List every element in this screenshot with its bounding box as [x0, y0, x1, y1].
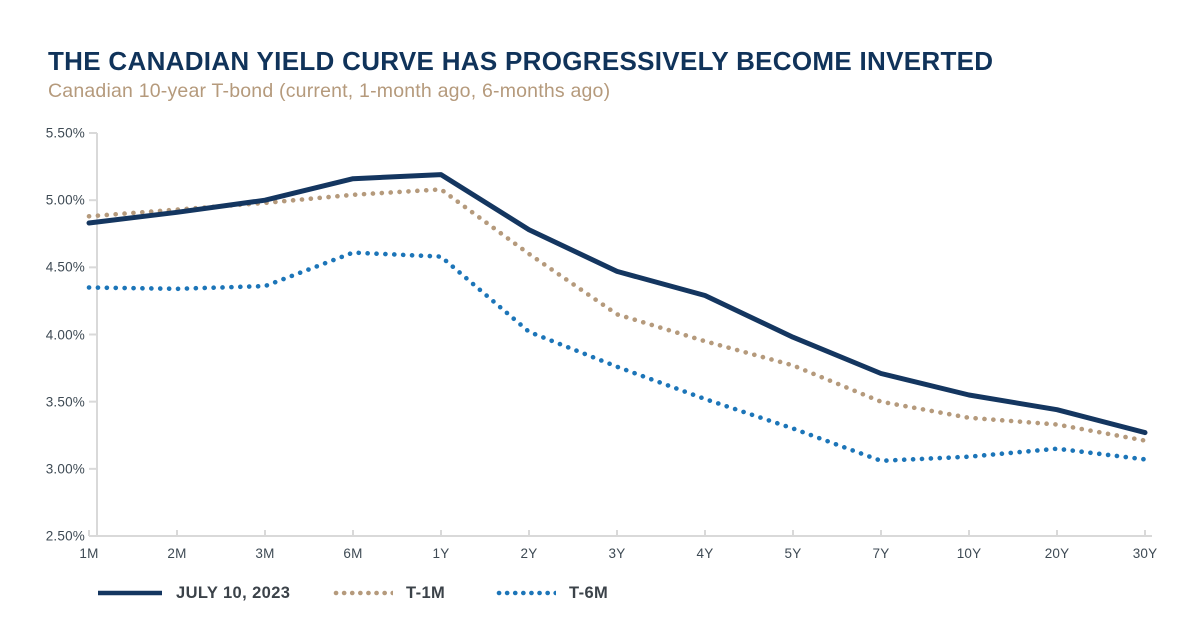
x-tick-label: 3Y [608, 546, 626, 561]
x-tick-label: 1Y [432, 546, 450, 561]
chart-title: THE CANADIAN YIELD CURVE HAS PROGRESSIVE… [48, 46, 994, 76]
legend-dotted-tan-swatch [333, 590, 393, 596]
legend-solid-line-swatch [98, 590, 162, 596]
legend-item-t1m: T-1M [333, 583, 445, 603]
legend-label-t1m: T-1M [406, 583, 446, 602]
chart-subtitle: Canadian 10-year T-bond (current, 1-mont… [48, 80, 611, 102]
x-tick-label: 4Y [696, 546, 714, 561]
x-tick-label: 7Y [872, 546, 890, 561]
y-tick-label: 3.50% [45, 394, 85, 410]
legend-item-t6m: T-6M [496, 583, 608, 603]
series-line-t-6m [86, 250, 1148, 464]
y-tick-label: 3.00% [45, 461, 85, 477]
y-tick-label: 4.50% [45, 259, 85, 275]
x-tick-label: 2Y [520, 546, 538, 561]
x-tick-label: 5Y [784, 546, 802, 561]
y-tick-label: 5.50% [45, 125, 85, 141]
x-tick-label: 20Y [1044, 546, 1070, 561]
x-tick-label: 3M [255, 546, 275, 561]
legend-label-t6m: T-6M [569, 583, 609, 602]
x-tick-label: 30Y [1132, 546, 1158, 561]
x-tick-label: 2M [167, 546, 187, 561]
legend-label-current: JULY 10, 2023 [176, 583, 291, 602]
legend-item-current: JULY 10, 2023 [97, 583, 290, 603]
x-tick-label: 6M [343, 546, 363, 561]
y-tick-label: 4.00% [45, 327, 85, 342]
x-tick-label: 1M [79, 546, 99, 561]
series-line-t-1m [86, 187, 1148, 443]
legend-dotted-blue-swatch [496, 590, 556, 596]
y-tick-label: 2.50% [45, 528, 85, 544]
x-tick-label: 10Y [956, 546, 982, 561]
y-tick-label: 5.00% [45, 192, 85, 208]
series-line-july-10-2023 [86, 172, 1148, 436]
